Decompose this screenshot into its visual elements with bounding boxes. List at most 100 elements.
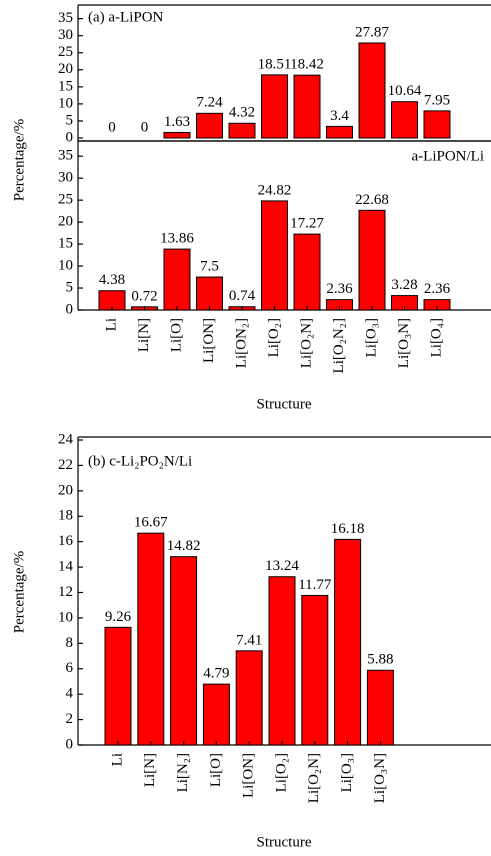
- y-tick-label: 22: [58, 457, 73, 473]
- value-label: 7.24: [196, 95, 223, 111]
- y-axis-label: Percentage/%: [11, 551, 27, 633]
- bar: [262, 201, 288, 310]
- x-tick-label: Li[O₃]: [363, 318, 379, 357]
- y-tick-label: 5: [66, 279, 74, 295]
- y-tick-label: 2: [66, 711, 74, 727]
- y-tick-label: 0: [66, 129, 74, 145]
- x-tick-label: Li[ON₂]: [233, 318, 249, 368]
- value-label: 7.41: [236, 632, 262, 648]
- bar: [335, 539, 361, 745]
- bar: [203, 684, 229, 745]
- y-tick-label: 10: [58, 609, 73, 625]
- value-label: 22.68: [355, 192, 389, 208]
- bar: [294, 75, 320, 138]
- value-label: 14.82: [167, 538, 201, 554]
- bar: [302, 595, 328, 745]
- y-tick-label: 25: [58, 44, 73, 60]
- x-tick-label: Li[O₂]: [266, 318, 282, 357]
- x-tick-label: Li[O]: [208, 753, 224, 787]
- y-tick-label: 20: [58, 214, 73, 230]
- value-label: 0.74: [229, 288, 256, 304]
- value-label: 16.67: [134, 515, 168, 531]
- x-tick-label: Li[O₃N]: [372, 753, 388, 803]
- chart-title: (a) a-LiPON: [88, 9, 164, 25]
- y-tick-label: 16: [58, 533, 74, 549]
- x-tick-label: Li[O₂]: [273, 753, 289, 792]
- value-label: 3.28: [391, 277, 417, 293]
- y-tick-label: 18: [58, 508, 73, 524]
- x-tick-label: Li[N]: [136, 318, 152, 352]
- value-label: 17.27: [290, 216, 324, 232]
- value-label: 7.95: [424, 92, 450, 108]
- y-tick-label: 30: [58, 27, 73, 43]
- value-label: 13.86: [160, 231, 194, 247]
- value-label: 4.32: [229, 105, 255, 121]
- figure: Percentage/% Structure Percentage/% Stru…: [0, 0, 491, 856]
- bar: [359, 43, 385, 138]
- value-label: 18.42: [290, 57, 324, 73]
- value-label: 0: [141, 119, 149, 135]
- x-axis-label: Structure: [257, 396, 312, 412]
- value-label: 10.64: [388, 83, 422, 99]
- value-label: 3.4: [330, 108, 349, 124]
- value-label: 11.77: [298, 577, 332, 593]
- bar: [105, 627, 131, 745]
- bar: [424, 111, 450, 138]
- bar: [171, 557, 197, 745]
- bar: [197, 113, 223, 138]
- bar: [197, 277, 223, 310]
- bar: [269, 577, 295, 745]
- x-tick-label: Li[O₄]: [428, 318, 444, 357]
- bar: [367, 670, 393, 745]
- x-tick-label: Li[O₃N]: [396, 318, 412, 368]
- value-label: 9.26: [105, 609, 132, 625]
- value-label: 16.18: [331, 521, 365, 537]
- x-tick-label: Li[O₂N₂]: [331, 318, 347, 373]
- bar: [229, 123, 255, 138]
- x-tick-label: Li[O₃]: [339, 753, 355, 792]
- value-label: 4.38: [99, 272, 125, 288]
- x-tick-label: Li[ON]: [241, 753, 257, 798]
- y-tick-label: 4: [66, 686, 74, 702]
- y-tick-label: 10: [58, 95, 73, 111]
- bar: [164, 249, 190, 310]
- y-tick-label: 12: [58, 584, 73, 600]
- y-tick-label: 20: [58, 61, 73, 77]
- bar: [236, 651, 262, 745]
- value-label: 27.87: [355, 24, 389, 40]
- value-label: 24.82: [258, 182, 292, 198]
- x-tick-label: Li[N]: [142, 753, 158, 787]
- x-tick-label: Li[ON]: [201, 318, 217, 363]
- x-axis-label: Structure: [257, 834, 312, 850]
- y-tick-label: 35: [58, 148, 73, 164]
- value-label: 18.51: [258, 56, 292, 72]
- x-tick-label: Li[O₂N]: [306, 753, 322, 803]
- y-tick-label: 15: [58, 78, 73, 94]
- y-tick-label: 24: [58, 431, 74, 447]
- bar: [294, 234, 320, 310]
- value-label: 2.36: [424, 281, 451, 297]
- bar: [327, 126, 353, 138]
- bar: [359, 210, 385, 310]
- x-tick-label: Li[O]: [168, 318, 184, 352]
- y-tick-label: 20: [58, 482, 73, 498]
- y-tick-label: 8: [66, 635, 74, 651]
- y-tick-label: 14: [58, 559, 74, 575]
- y-tick-label: 25: [58, 192, 73, 208]
- y-tick-label: 0: [66, 736, 74, 752]
- value-label: 0.72: [131, 288, 157, 304]
- value-label: 13.24: [265, 558, 299, 574]
- value-label: 5.88: [367, 652, 393, 668]
- y-tick-label: 6: [66, 660, 74, 676]
- x-tick-label: Li: [103, 318, 119, 331]
- y-axis-label: Percentage/%: [11, 119, 27, 201]
- y-tick-label: 15: [58, 236, 73, 252]
- bar: [164, 132, 190, 138]
- x-tick-label: Li[N₂]: [175, 753, 191, 792]
- y-tick-label: 5: [66, 112, 74, 128]
- value-label: 7.5: [200, 258, 219, 274]
- value-label: 4.79: [203, 666, 229, 682]
- x-tick-label: Li: [109, 753, 125, 766]
- chart-title: a-LiPON/Li: [412, 148, 485, 164]
- chart-title: (b) c-Li₂PO₂N/Li: [88, 453, 192, 469]
